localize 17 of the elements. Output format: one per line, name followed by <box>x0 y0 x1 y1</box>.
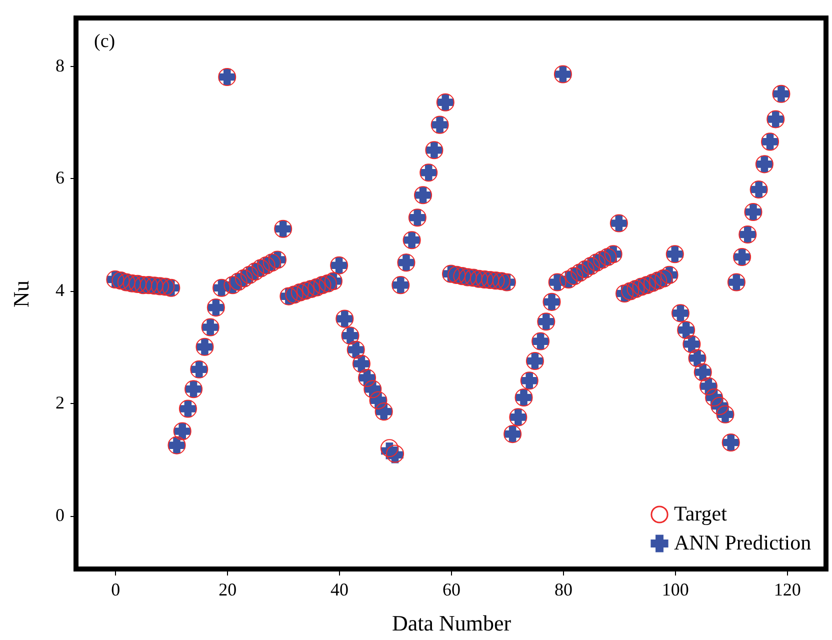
y-tick-label: 4 <box>56 280 64 300</box>
x-tick-label: 40 <box>330 580 349 600</box>
x-tick-label: 80 <box>554 580 572 600</box>
x-tick-label: 100 <box>662 580 689 600</box>
x-tick-label: 60 <box>442 580 460 600</box>
legend-label: ANN Prediction <box>674 530 812 554</box>
y-tick-label: 2 <box>56 392 64 413</box>
x-tick-label: 120 <box>774 580 801 600</box>
x-tick-label: 0 <box>111 580 120 600</box>
annotation: (c) <box>94 31 116 52</box>
y-tick-label: 8 <box>56 55 64 76</box>
y-tick-label: 6 <box>56 168 64 188</box>
y-axis-title: Nu <box>8 280 34 308</box>
x-axis-title: Data Number <box>392 610 512 636</box>
legend-label: Target <box>674 502 728 526</box>
y-tick-label: 0 <box>56 505 64 526</box>
x-tick-label: 20 <box>218 580 237 600</box>
